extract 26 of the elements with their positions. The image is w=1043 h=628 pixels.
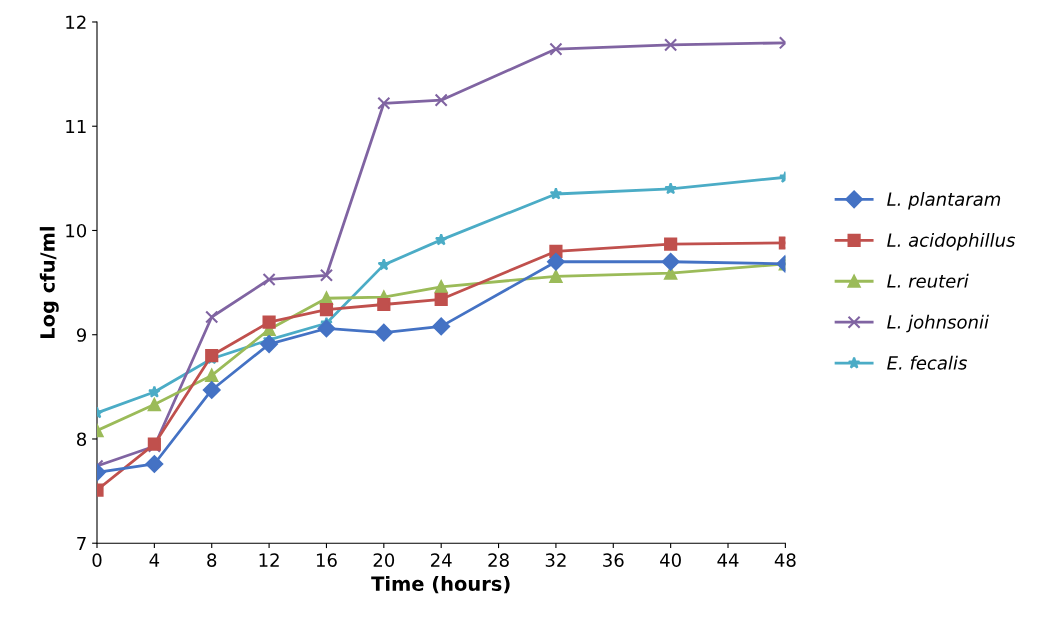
x-axis-title: Time (hours): [371, 575, 510, 594]
y-tick-label: 10: [66, 223, 87, 238]
x-tick-label: 36: [603, 553, 624, 567]
x-tick-label: 16: [316, 553, 337, 567]
y-tick-label: 11: [66, 119, 86, 134]
legend-label: L. acidophillus: [887, 232, 1016, 251]
legend-label: L. johnsonii: [887, 314, 989, 333]
y-tick-label: 8: [77, 432, 87, 447]
x-tick-label: 4: [149, 553, 160, 567]
legend-label: E. fecalis: [887, 355, 968, 370]
y-axis-title: Log cfu/ml: [39, 227, 59, 338]
x-tick-label: 28: [488, 553, 509, 567]
x-tick-label: 40: [660, 553, 681, 567]
legend-label: L. reuteri: [887, 273, 969, 288]
x-tick-label: 24: [431, 553, 452, 567]
x-tick-label: 32: [545, 553, 566, 567]
x-tick-label: 44: [717, 553, 739, 567]
x-tick-label: 12: [259, 553, 279, 567]
y-tick-label: 7: [77, 536, 86, 551]
x-tick-label: 20: [373, 553, 395, 567]
x-tick-label: 8: [207, 553, 217, 567]
y-tick-label: 12: [66, 15, 86, 29]
x-tick-label: 48: [774, 553, 796, 567]
legend-label: L. plantaram: [887, 191, 1001, 210]
x-tick-label: 0: [92, 553, 102, 567]
y-tick-label: 9: [76, 328, 87, 342]
